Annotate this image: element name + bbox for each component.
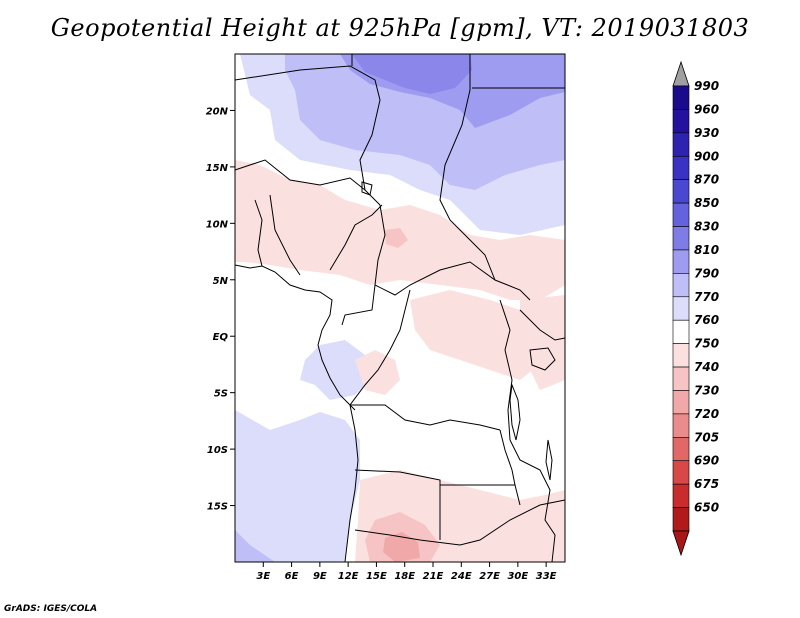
lon-tick-label: 12E [338, 571, 359, 582]
lon-tick-label: 15E [366, 571, 387, 582]
lake-tanganyika [509, 383, 521, 441]
border-central-1 [374, 204, 531, 301]
colorbar-box [672, 390, 690, 415]
colorbar-level-label: 760 [694, 313, 719, 327]
colorbar-bottom-arrow [672, 530, 690, 557]
colorbar-top-arrow [672, 60, 690, 87]
lake-victoria [529, 347, 556, 371]
colorbar-box [672, 226, 690, 251]
colorbar-level-label: 740 [694, 360, 719, 374]
border-south-1 [354, 469, 441, 540]
colorbar-level-label: 720 [694, 407, 719, 421]
shade-750-central [410, 290, 545, 380]
lon-tick-label: 3E [256, 571, 270, 582]
map-frame [234, 53, 566, 563]
colorbar-boxes [672, 85, 690, 532]
shade-770-gulf [300, 340, 370, 400]
colorbar-level-label: 770 [694, 290, 719, 304]
border-sahel-1 [234, 159, 366, 191]
colorbar-level-label: 930 [694, 126, 719, 140]
colorbar-level-label: 730 [694, 383, 719, 397]
colorbar-labels: 990 960 930 900 870 850 830 810 790 770 760 750 740 7… [694, 79, 719, 515]
colorbar-box [672, 413, 690, 438]
lake-chad [361, 181, 373, 196]
colorbar-box [672, 202, 690, 227]
colorbar-level-label: 675 [694, 477, 719, 491]
border-south-5 [499, 429, 516, 486]
colorbar-level-label: 790 [694, 266, 719, 280]
colorbar-box [672, 343, 690, 368]
map-title: Geopotential Height at 925hPa [gpm], VT:… [50, 14, 750, 42]
lon-tick-label: 30E [507, 571, 528, 582]
colorbar-level-label: 990 [694, 79, 719, 93]
boundaries [234, 54, 566, 563]
border-central-2 [341, 284, 376, 326]
lat-tick-label: 10N [206, 219, 229, 230]
shade-790-southwest [235, 530, 275, 562]
lon-tick-label: 6E [285, 571, 299, 582]
border-sahel-2 [254, 199, 263, 267]
lat-tick-label: 20N [206, 106, 229, 117]
colorbar-box [672, 132, 690, 157]
colorbar-level-label: 810 [694, 243, 719, 257]
border-south-2 [354, 499, 566, 546]
border-sahel-4 [329, 204, 383, 271]
shade-750-east [520, 295, 565, 390]
colorbar-box [672, 483, 690, 508]
lon-tick-label: 33E [536, 571, 557, 582]
latitude-axis: 20N 15N 10N 5N EQ 5S 10S 15S [206, 106, 235, 513]
colorbar-level-label: 750 [694, 337, 719, 351]
lat-tick-label: 15N [206, 163, 229, 174]
colorbar-level-label: 705 [694, 430, 719, 444]
colorbar-box [672, 249, 690, 274]
shade-730-south [383, 532, 420, 562]
colorbar-level-label: 850 [694, 196, 719, 210]
colorbar-box [672, 179, 690, 204]
colorbar-level-label: 650 [694, 501, 719, 515]
colorbar-level-label: 690 [694, 454, 719, 468]
shade-770-atlantic [235, 410, 360, 562]
shade-740-chad [385, 228, 408, 248]
colorbar-box [672, 109, 690, 134]
border-central-6 [519, 309, 566, 341]
border-central-5 [499, 299, 513, 441]
colorbar-box [672, 296, 690, 321]
colorbar-box [672, 437, 690, 462]
lat-tick-label: EQ [213, 332, 229, 343]
lon-tick-label: 27E [479, 571, 500, 582]
shade-830-north [352, 54, 472, 94]
colorbar-level-label: 870 [694, 173, 719, 187]
colorbar-box [672, 366, 690, 391]
lake-malawi [545, 439, 553, 481]
colorbar-level-label: 900 [694, 149, 719, 163]
colorbar-level-label: 830 [694, 220, 719, 234]
lat-tick-label: 5N [213, 276, 229, 287]
colorbar-box [672, 507, 690, 532]
grads-credit: GrADS: IGES/COLA [4, 604, 98, 614]
lat-tick-label: 5S [214, 389, 228, 400]
coastline-west-africa [234, 264, 359, 563]
border-south-4 [509, 439, 556, 563]
border-north-2 [439, 54, 496, 281]
border-south-3 [440, 484, 521, 506]
longitude-axis: 3E 6E 9E 12E 15E 18E 21E 24E 27E 30E 33E [256, 562, 557, 582]
lat-tick-label: 10S [207, 445, 228, 456]
colorbar-box [672, 319, 690, 344]
colorbar-box [672, 155, 690, 180]
border-sahel-3 [269, 194, 301, 276]
border-central-4 [350, 404, 501, 431]
colorbar-box [672, 460, 690, 485]
height-field [235, 54, 565, 562]
lon-tick-label: 9E [313, 571, 327, 582]
colorbar-box [672, 273, 690, 298]
colorbar-box [672, 85, 690, 110]
lon-tick-label: 24E [451, 571, 472, 582]
lat-tick-label: 15S [207, 502, 228, 513]
lon-tick-label: 21E [423, 571, 444, 582]
colorbar-level-label: 960 [694, 102, 719, 116]
border-north-1 [234, 65, 381, 206]
lon-tick-label: 18E [394, 571, 415, 582]
